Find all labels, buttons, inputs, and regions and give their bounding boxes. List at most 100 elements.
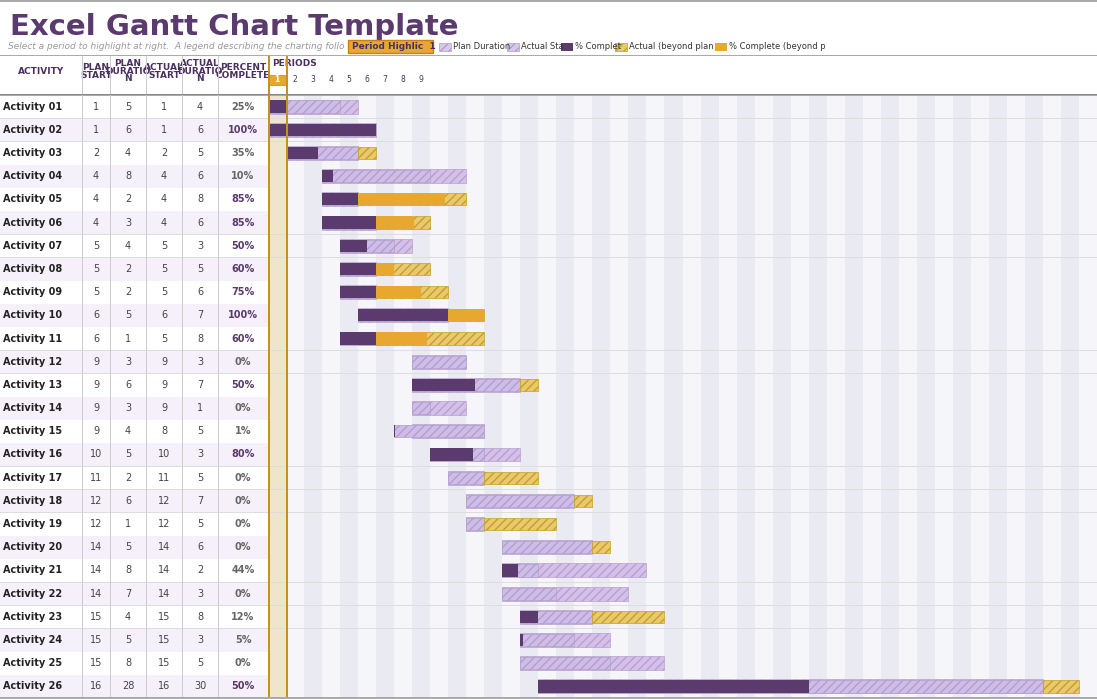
Bar <box>0 118 1097 141</box>
Bar <box>592 327 610 350</box>
Bar <box>268 118 286 141</box>
Bar <box>304 211 323 234</box>
Text: Activity 02: Activity 02 <box>3 125 63 135</box>
Bar <box>1079 304 1097 327</box>
Bar <box>286 489 304 512</box>
Bar <box>449 419 466 443</box>
Bar <box>827 234 845 257</box>
Bar <box>772 95 791 118</box>
Bar <box>466 495 575 507</box>
Bar <box>808 373 827 396</box>
Bar <box>629 651 646 675</box>
Bar <box>736 628 755 651</box>
Bar <box>791 466 808 489</box>
Bar <box>1043 466 1061 489</box>
Bar <box>449 188 466 211</box>
Bar <box>701 396 719 419</box>
Bar <box>791 512 808 535</box>
Text: 3: 3 <box>125 217 131 228</box>
Bar <box>935 512 953 535</box>
Bar <box>268 188 286 211</box>
Bar <box>466 535 484 559</box>
Bar <box>575 164 592 188</box>
Text: 4: 4 <box>197 101 203 112</box>
Bar <box>466 512 484 535</box>
Bar <box>430 448 474 461</box>
Bar <box>701 141 719 164</box>
Text: 0%: 0% <box>235 403 251 413</box>
Bar <box>629 466 646 489</box>
Bar <box>358 535 376 559</box>
Bar <box>1061 419 1079 443</box>
Bar <box>1025 582 1043 605</box>
Bar <box>556 489 575 512</box>
Bar <box>646 373 665 396</box>
Bar <box>323 164 340 188</box>
Bar <box>827 327 845 350</box>
Bar <box>646 234 665 257</box>
Bar <box>646 512 665 535</box>
Text: 3: 3 <box>125 356 131 367</box>
Bar <box>340 257 358 280</box>
Bar <box>268 466 286 489</box>
Bar <box>646 605 665 628</box>
Bar <box>682 651 701 675</box>
Bar <box>935 141 953 164</box>
Bar <box>808 350 827 373</box>
Bar <box>376 628 394 651</box>
Text: 5: 5 <box>196 658 203 668</box>
Bar <box>755 304 772 327</box>
Bar <box>520 582 539 605</box>
Text: 0%: 0% <box>235 589 251 598</box>
Bar <box>881 396 898 419</box>
Text: 2: 2 <box>161 148 167 158</box>
Bar <box>376 333 427 345</box>
Bar <box>520 373 539 396</box>
Bar <box>755 280 772 304</box>
Bar <box>845 350 862 373</box>
Bar <box>845 211 862 234</box>
Bar <box>304 466 323 489</box>
Bar <box>772 396 791 419</box>
Bar <box>917 559 935 582</box>
Bar <box>736 373 755 396</box>
Bar <box>376 535 394 559</box>
Bar <box>736 304 755 327</box>
Bar <box>736 605 755 628</box>
Bar <box>845 512 862 535</box>
Bar <box>629 164 646 188</box>
Text: 1: 1 <box>93 101 99 112</box>
Bar <box>502 628 520 651</box>
Bar <box>881 582 898 605</box>
Bar <box>1079 419 1097 443</box>
Bar <box>394 350 412 373</box>
Bar <box>484 675 502 698</box>
Bar <box>592 95 610 118</box>
Bar <box>268 512 286 535</box>
Text: 6: 6 <box>197 217 203 228</box>
Bar <box>736 419 755 443</box>
Bar <box>412 356 466 368</box>
Bar <box>323 419 340 443</box>
Bar <box>1079 211 1097 234</box>
Bar <box>1025 141 1043 164</box>
Bar <box>682 559 701 582</box>
Bar <box>340 443 358 466</box>
Text: 8: 8 <box>125 658 131 668</box>
Bar <box>0 489 1097 512</box>
Bar <box>845 373 862 396</box>
Bar <box>520 634 523 646</box>
Bar <box>953 512 971 535</box>
Bar <box>592 373 610 396</box>
Bar <box>268 95 286 118</box>
Bar <box>449 535 466 559</box>
Bar <box>1079 651 1097 675</box>
Bar <box>827 419 845 443</box>
Bar <box>358 188 376 211</box>
Bar <box>917 304 935 327</box>
Text: START: START <box>148 71 180 80</box>
Bar <box>772 559 791 582</box>
Bar <box>610 373 629 396</box>
Bar <box>502 489 520 512</box>
Bar <box>484 535 502 559</box>
